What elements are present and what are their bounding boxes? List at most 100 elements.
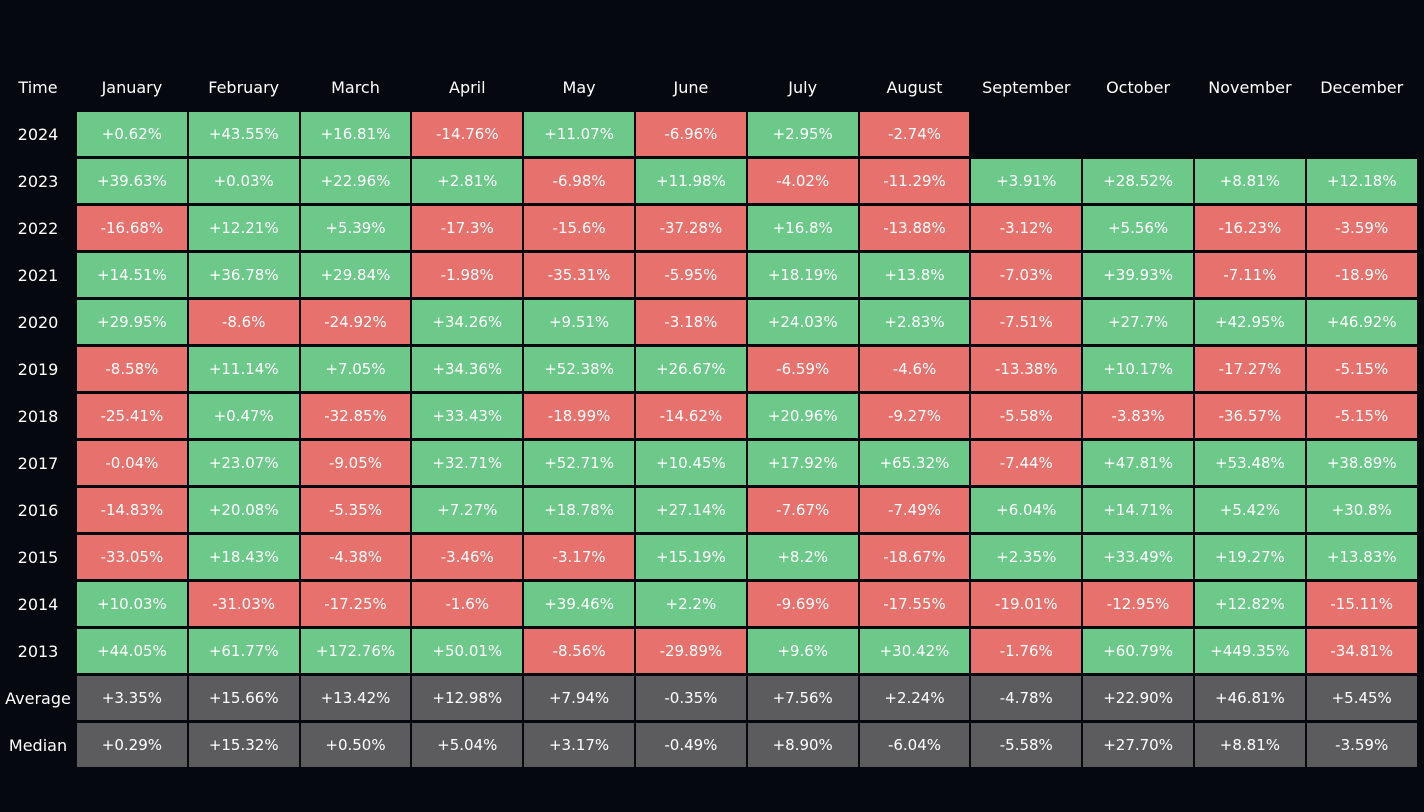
value-cell: -8.58% [77, 347, 187, 391]
row-label: 2019 [17, 359, 59, 379]
value-cell: -7.11% [1195, 253, 1305, 297]
value-cell: -7.44% [971, 441, 1082, 485]
value-cell: +15.32% [188, 723, 299, 767]
value-cell: -32.85% [300, 394, 411, 438]
value-cell: +29.84% [300, 253, 411, 297]
value-cell: +10.45% [636, 441, 746, 485]
value-cell: +39.93% [1083, 253, 1193, 297]
value-cell: +13.8% [859, 253, 970, 297]
value-cell: -34.81% [1306, 629, 1417, 673]
value-cell: -8.56% [524, 629, 634, 673]
value-cell: +14.51% [77, 253, 187, 297]
value-cell: +7.56% [747, 676, 858, 720]
value-cell: +46.92% [1306, 300, 1417, 344]
value-cell: -13.88% [859, 206, 970, 250]
value-cell: +8.2% [747, 535, 858, 579]
value-cell: +15.19% [636, 535, 746, 579]
value-cell: +5.45% [1306, 676, 1417, 720]
value-cell: +10.17% [1083, 347, 1193, 391]
value-cell: -4.78% [971, 676, 1082, 720]
value-cell: +52.71% [524, 441, 634, 485]
value-cell: -7.49% [859, 488, 970, 532]
value-cell: +46.81% [1195, 676, 1305, 720]
row-label: 2018 [17, 406, 59, 426]
value-cell: -7.03% [971, 253, 1082, 297]
value-cell: +20.96% [747, 394, 858, 438]
value-cell: +38.89% [1306, 441, 1417, 485]
value-cell: +6.04% [971, 488, 1082, 532]
value-cell: +39.63% [77, 159, 187, 203]
value-cell: -0.49% [636, 723, 746, 767]
value-cell: +17.92% [747, 441, 858, 485]
value-cell: -25.41% [77, 394, 187, 438]
value-cell: +27.70% [1083, 723, 1193, 767]
value-cell: -3.59% [1306, 206, 1417, 250]
row-label: 2017 [17, 453, 59, 473]
row-label: 2023 [17, 171, 59, 191]
value-cell: -16.68% [77, 206, 187, 250]
value-cell: +13.42% [300, 676, 411, 720]
value-cell: +18.43% [188, 535, 299, 579]
value-cell: +30.42% [859, 629, 970, 673]
value-cell: -17.3% [412, 206, 523, 250]
value-cell: -5.35% [300, 488, 411, 532]
value-cell: +43.55% [188, 112, 299, 156]
value-cell: -7.51% [971, 300, 1082, 344]
value-cell: +23.07% [188, 441, 299, 485]
value-cell: +2.95% [747, 112, 858, 156]
value-cell: -6.04% [859, 723, 970, 767]
column-header: Time [18, 77, 58, 97]
value-cell: +60.79% [1083, 629, 1193, 673]
row-label: 2015 [17, 547, 59, 567]
value-cell: -36.57% [1195, 394, 1305, 438]
value-cell: +0.29% [77, 723, 187, 767]
value-cell: +16.81% [300, 112, 411, 156]
value-cell: +65.32% [859, 441, 970, 485]
value-cell: -12.95% [1083, 582, 1193, 626]
value-cell: +50.01% [412, 629, 523, 673]
row-label: 2021 [17, 265, 59, 285]
value-cell: -35.31% [524, 253, 634, 297]
value-cell: +36.78% [188, 253, 299, 297]
value-cell: -15.6% [524, 206, 634, 250]
value-cell: -37.28% [636, 206, 746, 250]
value-cell: +2.2% [636, 582, 746, 626]
value-cell: -1.98% [412, 253, 523, 297]
value-cell: +27.7% [1083, 300, 1193, 344]
column-header: August [886, 77, 943, 97]
value-cell: +0.47% [188, 394, 299, 438]
value-cell: +2.35% [971, 535, 1082, 579]
value-cell: +449.35% [1195, 629, 1305, 673]
value-cell: +19.27% [1195, 535, 1305, 579]
value-cell: +7.05% [300, 347, 411, 391]
row-label: Average [5, 688, 71, 708]
value-cell: -13.38% [971, 347, 1082, 391]
value-cell: +47.81% [1083, 441, 1193, 485]
column-header: April [449, 77, 486, 97]
column-header: March [331, 77, 380, 97]
row-label: 2016 [17, 500, 59, 520]
value-cell: +11.07% [524, 112, 634, 156]
value-cell: +11.14% [188, 347, 299, 391]
column-header: July [788, 77, 818, 97]
value-cell: +172.76% [300, 629, 411, 673]
value-cell: +26.67% [636, 347, 746, 391]
value-cell: -3.18% [636, 300, 746, 344]
value-cell: +3.35% [77, 676, 187, 720]
value-cell: -14.83% [77, 488, 187, 532]
value-cell: +27.14% [636, 488, 746, 532]
value-cell: +9.6% [747, 629, 858, 673]
value-cell: +2.24% [859, 676, 970, 720]
value-cell: -3.83% [1083, 394, 1193, 438]
column-header: January [101, 77, 163, 97]
value-cell: +7.27% [412, 488, 523, 532]
row-label: 2024 [17, 124, 59, 144]
value-cell: -9.05% [300, 441, 411, 485]
value-cell: -8.6% [188, 300, 299, 344]
value-cell: -3.59% [1306, 723, 1417, 767]
value-cell: +12.82% [1195, 582, 1305, 626]
value-cell: -17.25% [300, 582, 411, 626]
row-label: 2014 [17, 594, 59, 614]
column-header: September [982, 77, 1071, 97]
